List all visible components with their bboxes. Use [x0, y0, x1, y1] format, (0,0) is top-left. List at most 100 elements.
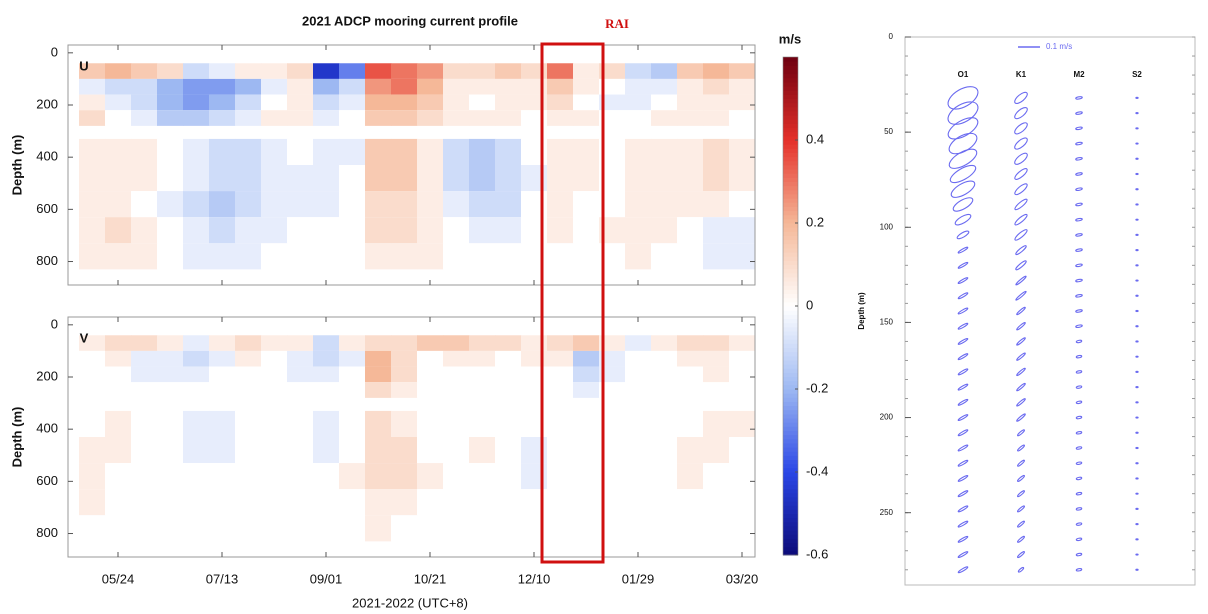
- heatmap-cell: [495, 515, 522, 542]
- heatmap-cell: [391, 366, 418, 383]
- heatmap-cell: [391, 335, 418, 351]
- heatmap-cell: [79, 94, 106, 111]
- heatmap-cell: [625, 63, 652, 79]
- heatmap-cell: [703, 350, 730, 367]
- heatmap-cell: [339, 366, 366, 383]
- colorbar-segment: [783, 123, 798, 129]
- heatmap-cell: [157, 165, 184, 192]
- heatmap-cell: [729, 217, 756, 244]
- heatmap-cell: [157, 63, 184, 79]
- heatmap-cell: [235, 243, 262, 270]
- colorbar-segment: [783, 359, 798, 365]
- y-tick-label: 200: [36, 96, 58, 111]
- heatmap-cell: [443, 489, 470, 516]
- colorbar-segment: [783, 318, 798, 324]
- heatmap-cell: [105, 217, 132, 244]
- tidal-ellipse: [1016, 306, 1026, 316]
- heatmap-cell: [131, 350, 158, 367]
- colorbar-segment: [783, 451, 798, 456]
- heatmap-cell: [209, 243, 236, 270]
- heatmap-cell: [417, 63, 444, 79]
- colorbar-segment: [783, 401, 798, 407]
- heatmap-cell: [157, 78, 184, 95]
- heatmap-cell: [391, 78, 418, 95]
- tidal-ellipse: [957, 505, 969, 513]
- heatmap-cell: [183, 165, 210, 192]
- colorbar-segment: [783, 355, 798, 361]
- heatmap-cell: [157, 463, 184, 490]
- heatmap-cell: [547, 463, 574, 490]
- heatmap-cell: [287, 366, 314, 383]
- colorbar-segment: [783, 227, 798, 232]
- heatmap-cell: [365, 217, 392, 244]
- tidal-ellipse: [957, 535, 969, 543]
- x-tick-label: 01/29: [622, 571, 655, 586]
- colorbar-segment: [783, 492, 798, 498]
- heatmap-cell: [469, 382, 496, 398]
- tidal-ellipse: [1135, 416, 1139, 419]
- tidal-ellipse: [1014, 168, 1028, 180]
- heatmap-cell: [417, 489, 444, 516]
- colorbar-segment: [783, 98, 798, 104]
- colorbar-segment: [783, 223, 798, 228]
- heatmap-cell: [183, 243, 210, 270]
- heatmap-cell: [79, 138, 106, 165]
- colorbar-segment: [783, 376, 798, 382]
- heatmap-cell: [339, 350, 366, 367]
- tidal-ellipse: [1075, 172, 1083, 176]
- legend-label: 0.1 m/s: [1046, 42, 1072, 51]
- heatmap-cell: [417, 463, 444, 490]
- heatmap-cell: [391, 515, 418, 542]
- tidal-ellipse: [954, 213, 972, 226]
- heatmap-cell: [599, 94, 626, 111]
- tidal-ellipse: [1016, 413, 1026, 422]
- heatmap-cell: [469, 165, 496, 192]
- heatmap-cell: [313, 191, 340, 218]
- heatmap-cell: [261, 410, 288, 437]
- colorbar-segment: [783, 476, 798, 481]
- heatmap-cell: [547, 243, 574, 270]
- heatmap-cell: [495, 410, 522, 437]
- colorbar-segment: [783, 144, 798, 149]
- tidal-ellipse: [1075, 476, 1083, 481]
- heatmap-cell: [365, 335, 392, 351]
- heatmap-cell: [443, 110, 470, 126]
- heatmap-cell: [79, 515, 106, 542]
- heatmap-cell: [729, 243, 756, 270]
- colorbar-segment: [783, 463, 798, 469]
- x-tick-label: 10/21: [414, 571, 447, 586]
- heatmap-cell: [495, 489, 522, 516]
- colorbar-segment: [783, 347, 798, 353]
- heatmap-cell: [573, 78, 600, 95]
- heatmap-cell: [79, 165, 106, 192]
- heatmap-cell: [183, 489, 210, 516]
- x-tick-label: 07/13: [206, 571, 239, 586]
- heatmap-cell: [651, 94, 678, 111]
- heatmap-cell: [287, 350, 314, 367]
- heatmap-cell: [287, 410, 314, 437]
- heatmap-cell: [443, 243, 470, 270]
- heatmap-cell: [625, 489, 652, 516]
- heatmap-cell: [677, 110, 704, 126]
- tidal-ellipse: [1135, 112, 1139, 115]
- heatmap-cell: [235, 63, 262, 79]
- heatmap-cell: [625, 515, 652, 542]
- colorbar-segment: [783, 546, 798, 552]
- heatmap-cell: [79, 489, 106, 516]
- heatmap-cell: [625, 463, 652, 490]
- heatmap-cell: [79, 243, 106, 270]
- heatmap-cell: [209, 217, 236, 244]
- heatmap-cell: [443, 217, 470, 244]
- y-tick-label: 150: [880, 318, 894, 327]
- heatmap-cell: [495, 94, 522, 111]
- tidal-ellipse: [947, 117, 979, 140]
- heatmap-cell: [469, 217, 496, 244]
- colorbar-segment: [783, 231, 798, 236]
- heatmap-cell: [209, 515, 236, 542]
- tidal-ellipse: [1075, 370, 1083, 374]
- heatmap-cell: [131, 437, 158, 464]
- colorbar-segment: [783, 94, 798, 99]
- heatmap-cell: [235, 382, 262, 398]
- tidal-ellipse: [1015, 245, 1027, 256]
- colorbar-segment: [783, 102, 798, 108]
